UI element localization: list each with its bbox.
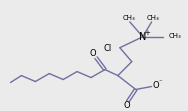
- Text: O: O: [124, 101, 130, 110]
- Text: Cl: Cl: [104, 44, 112, 53]
- Text: CH₃: CH₃: [146, 15, 159, 21]
- Text: ⁻: ⁻: [159, 79, 162, 85]
- Text: CH₃: CH₃: [122, 15, 135, 21]
- Text: O: O: [152, 81, 159, 90]
- Text: O: O: [90, 49, 96, 58]
- Text: +: +: [145, 30, 151, 36]
- Text: N: N: [139, 32, 146, 42]
- Text: CH₃: CH₃: [169, 33, 181, 39]
